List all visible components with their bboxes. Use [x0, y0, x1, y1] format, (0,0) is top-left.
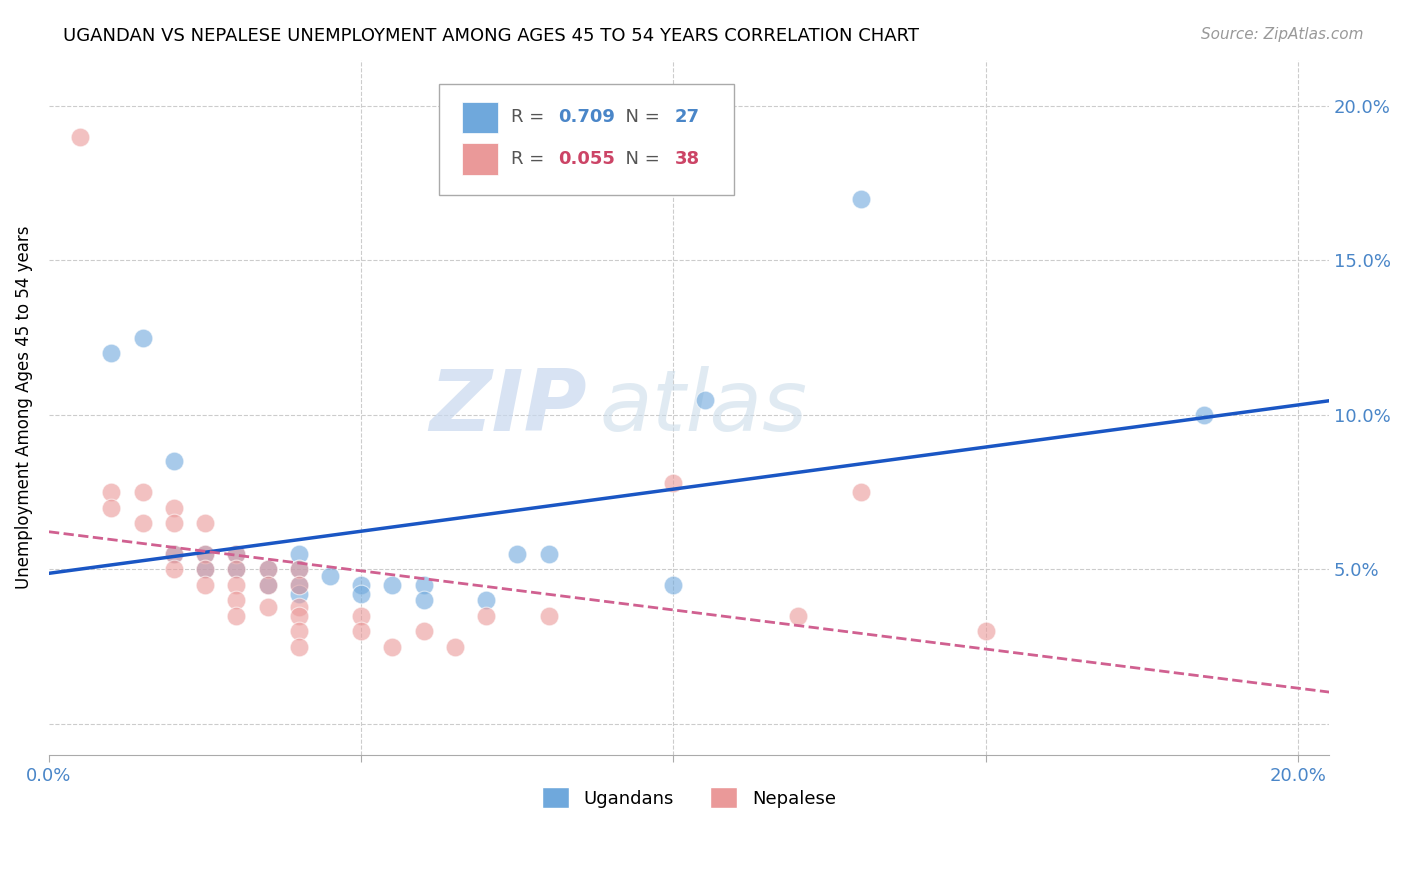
Point — [319, 568, 342, 582]
Point — [163, 547, 186, 561]
Point — [225, 547, 247, 561]
Point — [287, 587, 309, 601]
Point — [350, 608, 373, 623]
Text: Source: ZipAtlas.com: Source: ZipAtlas.com — [1201, 27, 1364, 42]
Point — [100, 485, 122, 500]
Point — [381, 640, 404, 654]
Text: ZIP: ZIP — [429, 366, 586, 449]
Point — [350, 624, 373, 639]
Point — [1194, 408, 1216, 422]
Point — [163, 500, 186, 515]
Point — [287, 608, 309, 623]
Point — [225, 562, 247, 576]
Point — [287, 547, 309, 561]
Point — [849, 485, 872, 500]
Point — [225, 547, 247, 561]
FancyBboxPatch shape — [463, 102, 498, 133]
Text: atlas: atlas — [599, 366, 807, 449]
Point — [69, 129, 91, 144]
Point — [412, 593, 434, 607]
Point — [256, 599, 278, 614]
Point — [163, 454, 186, 468]
Point — [974, 624, 997, 639]
Point — [475, 593, 498, 607]
Point — [225, 593, 247, 607]
Point — [194, 547, 217, 561]
Point — [287, 624, 309, 639]
Point — [225, 578, 247, 592]
Point — [537, 547, 560, 561]
Y-axis label: Unemployment Among Ages 45 to 54 years: Unemployment Among Ages 45 to 54 years — [15, 226, 32, 589]
Point — [256, 562, 278, 576]
Point — [256, 578, 278, 592]
FancyBboxPatch shape — [440, 84, 734, 195]
Point — [475, 608, 498, 623]
Legend: Ugandans, Nepalese: Ugandans, Nepalese — [536, 780, 844, 815]
Text: N =: N = — [613, 108, 665, 127]
Point — [849, 192, 872, 206]
Point — [662, 475, 685, 490]
Text: UGANDAN VS NEPALESE UNEMPLOYMENT AMONG AGES 45 TO 54 YEARS CORRELATION CHART: UGANDAN VS NEPALESE UNEMPLOYMENT AMONG A… — [63, 27, 920, 45]
Point — [163, 562, 186, 576]
Text: N =: N = — [613, 150, 665, 168]
Point — [131, 485, 153, 500]
Text: R =: R = — [512, 108, 550, 127]
Point — [287, 562, 309, 576]
Point — [787, 608, 810, 623]
Point — [287, 578, 309, 592]
Point — [163, 547, 186, 561]
Text: 38: 38 — [675, 150, 700, 168]
Point — [100, 500, 122, 515]
Point — [256, 562, 278, 576]
Point — [194, 547, 217, 561]
Point — [131, 516, 153, 530]
Point — [225, 562, 247, 576]
Point — [693, 392, 716, 407]
Point — [662, 578, 685, 592]
Point — [412, 578, 434, 592]
Point — [131, 331, 153, 345]
Point — [287, 640, 309, 654]
Text: R =: R = — [512, 150, 550, 168]
Point — [194, 562, 217, 576]
Point — [194, 578, 217, 592]
Point — [194, 562, 217, 576]
Point — [194, 516, 217, 530]
Point — [412, 624, 434, 639]
Point — [350, 587, 373, 601]
Point — [225, 608, 247, 623]
Text: 0.709: 0.709 — [558, 108, 616, 127]
Text: 0.055: 0.055 — [558, 150, 616, 168]
Point — [537, 608, 560, 623]
Point — [287, 562, 309, 576]
Point — [506, 547, 529, 561]
Point — [256, 578, 278, 592]
FancyBboxPatch shape — [463, 144, 498, 175]
Point — [350, 578, 373, 592]
Point — [100, 346, 122, 360]
Text: 27: 27 — [675, 108, 700, 127]
Point — [163, 516, 186, 530]
Point — [381, 578, 404, 592]
Point — [444, 640, 467, 654]
Point — [287, 578, 309, 592]
Point — [287, 599, 309, 614]
